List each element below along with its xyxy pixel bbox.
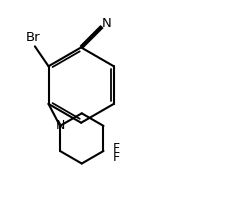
Text: N: N — [102, 17, 112, 31]
Text: N: N — [55, 119, 65, 132]
Text: Br: Br — [25, 31, 40, 44]
Text: F: F — [113, 142, 120, 155]
Text: F: F — [113, 151, 120, 164]
